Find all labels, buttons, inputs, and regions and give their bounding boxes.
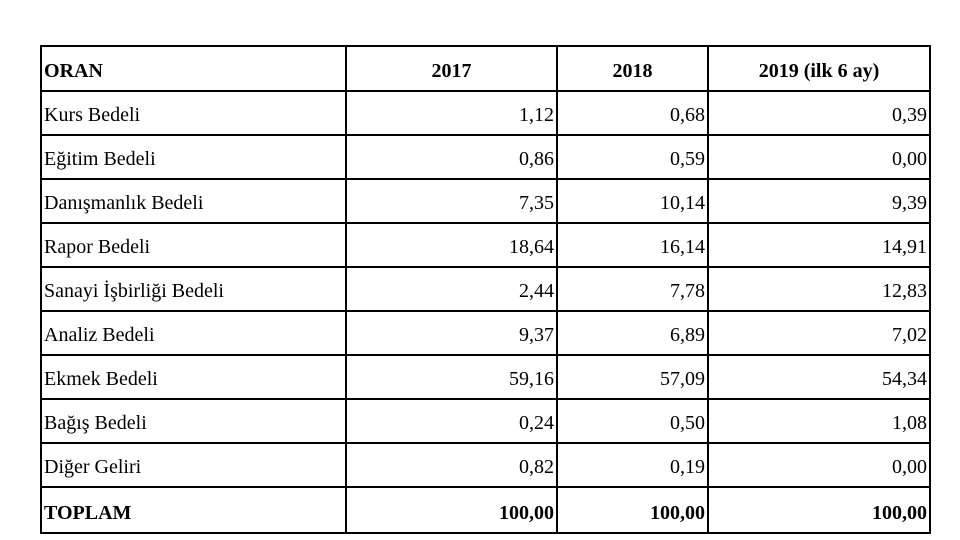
row-label: Ekmek Bedeli — [40, 354, 347, 400]
table-header-row: ORAN 2017 2018 2019 (ilk 6 ay) — [40, 45, 931, 92]
header-label-oran: ORAN — [40, 45, 347, 92]
table-row-sanayi-isbirligi-bedeli: Sanayi İşbirliği Bedeli 2,44 7,78 12,83 — [40, 266, 931, 312]
row-label: Bağış Bedeli — [40, 398, 347, 444]
ratio-table-container: ORAN 2017 2018 2019 (ilk 6 ay) Kurs Bede… — [40, 45, 931, 534]
value-cell: 0,00 — [707, 134, 931, 180]
value-cell: 18,64 — [345, 222, 558, 268]
value-cell: 7,35 — [345, 178, 558, 224]
value-cell: 0,86 — [345, 134, 558, 180]
row-label: Sanayi İşbirliği Bedeli — [40, 266, 347, 312]
value-cell: 0,68 — [556, 90, 709, 136]
value-cell: 2,44 — [345, 266, 558, 312]
table-row-rapor-bedeli: Rapor Bedeli 18,64 16,14 14,91 — [40, 222, 931, 268]
value-cell: 16,14 — [556, 222, 709, 268]
table-row-diger-geliri: Diğer Geliri 0,82 0,19 0,00 — [40, 442, 931, 488]
value-cell: 7,02 — [707, 310, 931, 356]
table-row-bagis-bedeli: Bağış Bedeli 0,24 0,50 1,08 — [40, 398, 931, 444]
header-year-2019: 2019 (ilk 6 ay) — [707, 45, 931, 92]
value-cell: 7,78 — [556, 266, 709, 312]
value-cell: 0,59 — [556, 134, 709, 180]
row-label: Danışmanlık Bedeli — [40, 178, 347, 224]
value-cell: 1,12 — [345, 90, 558, 136]
value-cell: 0,24 — [345, 398, 558, 444]
row-label: Kurs Bedeli — [40, 90, 347, 136]
value-cell: 6,89 — [556, 310, 709, 356]
value-cell: 9,39 — [707, 178, 931, 224]
value-cell: 10,14 — [556, 178, 709, 224]
value-cell: 14,91 — [707, 222, 931, 268]
row-label: Analiz Bedeli — [40, 310, 347, 356]
value-cell: 0,00 — [707, 442, 931, 488]
value-cell: 12,83 — [707, 266, 931, 312]
value-cell: 0,39 — [707, 90, 931, 136]
table-row-danismanlik-bedeli: Danışmanlık Bedeli 7,35 10,14 9,39 — [40, 178, 931, 224]
row-label: Rapor Bedeli — [40, 222, 347, 268]
value-cell: 0,19 — [556, 442, 709, 488]
ratio-table: ORAN 2017 2018 2019 (ilk 6 ay) Kurs Bede… — [40, 45, 931, 534]
header-year-2017: 2017 — [345, 45, 558, 92]
value-cell: 57,09 — [556, 354, 709, 400]
table-row-egitim-bedeli: Eğitim Bedeli 0,86 0,59 0,00 — [40, 134, 931, 180]
table-row-ekmek-bedeli: Ekmek Bedeli 59,16 57,09 54,34 — [40, 354, 931, 400]
table-row-toplam: TOPLAM 100,00 100,00 100,00 — [40, 486, 931, 534]
total-value-cell: 100,00 — [707, 486, 931, 534]
value-cell: 59,16 — [345, 354, 558, 400]
total-value-cell: 100,00 — [556, 486, 709, 534]
total-value-cell: 100,00 — [345, 486, 558, 534]
value-cell: 9,37 — [345, 310, 558, 356]
header-year-2018: 2018 — [556, 45, 709, 92]
value-cell: 0,82 — [345, 442, 558, 488]
value-cell: 54,34 — [707, 354, 931, 400]
table-row-analiz-bedeli: Analiz Bedeli 9,37 6,89 7,02 — [40, 310, 931, 356]
row-label: Diğer Geliri — [40, 442, 347, 488]
value-cell: 0,50 — [556, 398, 709, 444]
total-label: TOPLAM — [40, 486, 347, 534]
value-cell: 1,08 — [707, 398, 931, 444]
table-row-kurs-bedeli: Kurs Bedeli 1,12 0,68 0,39 — [40, 90, 931, 136]
row-label: Eğitim Bedeli — [40, 134, 347, 180]
